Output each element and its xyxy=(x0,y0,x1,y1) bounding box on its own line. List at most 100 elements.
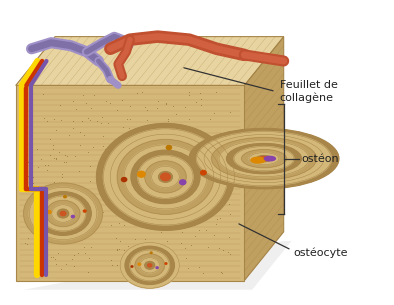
Text: ostéocyte: ostéocyte xyxy=(294,248,348,258)
Point xyxy=(107,101,113,106)
Point xyxy=(205,190,212,195)
Point xyxy=(197,218,203,223)
Point xyxy=(81,132,87,137)
Ellipse shape xyxy=(259,156,269,161)
Point xyxy=(80,245,87,250)
Point xyxy=(116,246,123,251)
Ellipse shape xyxy=(251,157,265,163)
Point xyxy=(158,229,164,234)
Point xyxy=(31,239,37,244)
Point xyxy=(48,255,54,260)
Point xyxy=(162,167,168,172)
Point xyxy=(188,169,194,174)
Point xyxy=(214,217,220,222)
Point xyxy=(224,162,230,167)
Point xyxy=(77,142,84,147)
Point xyxy=(132,237,138,242)
Point xyxy=(40,92,46,96)
Point xyxy=(163,102,169,106)
Circle shape xyxy=(138,171,145,177)
Point xyxy=(203,174,210,179)
Circle shape xyxy=(165,263,167,264)
Point xyxy=(154,106,160,110)
Point xyxy=(88,245,94,250)
Point xyxy=(227,252,233,257)
Point xyxy=(46,153,53,158)
Point xyxy=(51,155,58,160)
Point xyxy=(50,255,56,260)
Ellipse shape xyxy=(212,138,316,180)
Point xyxy=(41,253,47,257)
Point xyxy=(138,196,145,200)
Point xyxy=(87,118,93,123)
Point xyxy=(115,205,121,210)
Point xyxy=(216,153,223,158)
Point xyxy=(131,164,137,169)
Circle shape xyxy=(158,171,172,182)
Point xyxy=(225,249,231,254)
Point xyxy=(85,256,92,260)
Point xyxy=(44,119,50,124)
Point xyxy=(175,129,182,134)
Circle shape xyxy=(201,170,206,175)
Point xyxy=(70,214,76,219)
Point xyxy=(141,126,148,131)
Point xyxy=(94,119,100,124)
Circle shape xyxy=(24,183,102,244)
Point xyxy=(166,219,172,224)
Point xyxy=(191,221,198,226)
Point xyxy=(187,136,193,141)
Point xyxy=(182,202,189,206)
Circle shape xyxy=(135,254,165,277)
Point xyxy=(56,149,62,154)
Point xyxy=(179,229,186,234)
Point xyxy=(103,99,109,104)
Ellipse shape xyxy=(204,135,324,183)
Point xyxy=(62,152,68,157)
Circle shape xyxy=(121,178,127,181)
Point xyxy=(76,169,83,174)
Point xyxy=(165,116,172,121)
Point xyxy=(96,184,102,189)
Point xyxy=(33,243,39,248)
Point xyxy=(194,219,201,224)
Circle shape xyxy=(38,214,41,216)
Point xyxy=(91,228,97,233)
Point xyxy=(171,187,177,192)
Point xyxy=(46,182,53,187)
Point xyxy=(144,118,151,123)
Point xyxy=(192,127,198,131)
Point xyxy=(146,131,152,136)
Point xyxy=(134,91,140,96)
Point xyxy=(210,197,216,202)
Point xyxy=(78,119,85,124)
Point xyxy=(25,159,32,164)
Point xyxy=(206,157,213,162)
Point xyxy=(41,115,47,120)
Point xyxy=(194,129,200,134)
Point xyxy=(34,147,40,152)
Point xyxy=(216,246,222,250)
Point xyxy=(227,110,234,115)
Point xyxy=(46,188,52,193)
Point xyxy=(53,128,59,133)
Point xyxy=(198,102,204,107)
Point xyxy=(66,132,72,137)
Point xyxy=(217,216,223,221)
Point xyxy=(112,236,119,241)
Point xyxy=(102,146,108,151)
Point xyxy=(57,102,63,107)
Point xyxy=(145,152,151,157)
Point xyxy=(166,164,172,169)
Point xyxy=(183,256,190,261)
Point xyxy=(43,215,49,220)
Point xyxy=(88,214,94,219)
Point xyxy=(71,264,77,269)
Point xyxy=(43,167,50,172)
Point xyxy=(155,99,161,103)
Point xyxy=(157,159,164,163)
Point xyxy=(70,119,76,124)
Polygon shape xyxy=(16,37,284,85)
Point xyxy=(227,212,233,217)
Point xyxy=(232,160,238,165)
